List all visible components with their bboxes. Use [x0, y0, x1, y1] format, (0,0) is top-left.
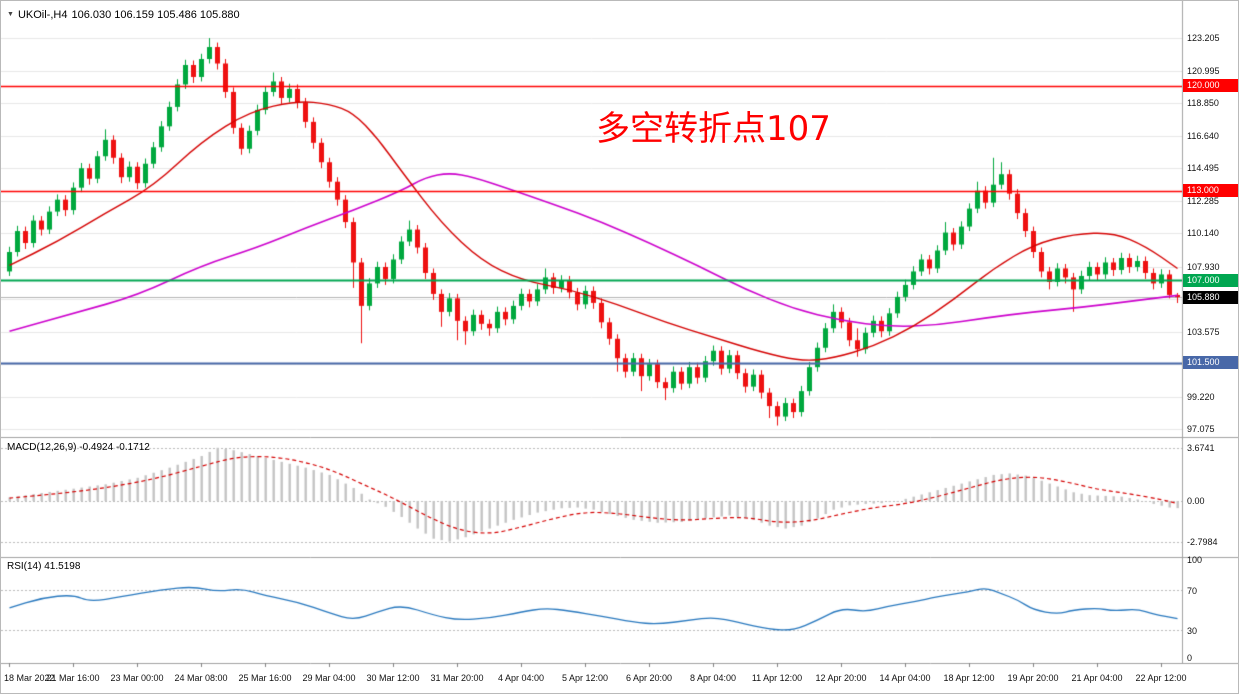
- price-axis-label: 99.220: [1187, 391, 1215, 402]
- price-axis-label: 110.140: [1187, 228, 1219, 239]
- rsi-axis-label: 30: [1187, 626, 1198, 637]
- time-axis-label: 31 Mar 20:00: [430, 673, 484, 683]
- ohlc-values-label: 106.030 106.159 105.486 105.880: [71, 9, 240, 21]
- price-axis-label: 107.930: [1187, 261, 1220, 272]
- rsi-axis-label: 70: [1187, 585, 1198, 596]
- time-axis-label: 24 Mar 08:00: [174, 673, 228, 683]
- annotation-text[interactable]: 多空转折点107: [596, 109, 831, 149]
- level-price-badge: 101.500: [1183, 356, 1238, 370]
- price-axis-label: 103.575: [1187, 326, 1220, 337]
- time-axis-label: 19 Apr 20:00: [1007, 673, 1059, 683]
- rsi-value: 41.5198: [44, 561, 81, 572]
- time-axis-label: 11 Apr 12:00: [751, 673, 803, 683]
- time-axis-label: 29 Mar 04:00: [302, 673, 356, 683]
- macd-axis-label: -2.7984: [1187, 536, 1218, 547]
- time-axis-label: 6 Apr 20:00: [625, 673, 673, 683]
- time-axis-label: 30 Mar 12:00: [366, 673, 420, 683]
- time-axis-label: 18 Apr 12:00: [943, 673, 995, 683]
- time-axis-label: 25 Mar 16:00: [238, 673, 292, 683]
- time-axis-label: 18 Mar 2022: [4, 673, 55, 683]
- time-axis-label: 22 Apr 12:00: [1135, 673, 1187, 683]
- price-axis-label: 123.205: [1187, 33, 1220, 43]
- time-axis-label: 21 Mar 16:00: [46, 673, 100, 683]
- chart-header: ▼ UKOil-,H4 106.030 106.159 105.486 105.88…: [7, 9, 244, 21]
- macd-axis-label: 3.6741: [1187, 442, 1215, 453]
- collapse-triangle-icon[interactable]: ▼: [7, 11, 14, 18]
- price-axis-label: 118.850: [1187, 98, 1219, 109]
- price-axis-label: 114.495: [1187, 163, 1219, 174]
- macd-values: -0.4924 -0.1712: [79, 442, 150, 453]
- price-axis-label: 120.995: [1187, 66, 1220, 77]
- level-price-badge: 120.000: [1183, 79, 1238, 93]
- macd-indicator-label: MACD(12,26,9) -0.4924 -0.1712: [7, 442, 150, 453]
- price-axis-label: 116.640: [1187, 131, 1219, 142]
- time-axis-label: 12 Apr 20:00: [815, 673, 867, 683]
- macd-name: MACD(12,26,9): [7, 442, 77, 453]
- symbol-period-label: UKOil-,H4: [17, 9, 68, 21]
- time-axis-label: 8 Apr 04:00: [689, 673, 737, 683]
- price-axis-label: 97.075: [1187, 423, 1215, 434]
- time-axis-label: 21 Apr 04:00: [1071, 673, 1123, 683]
- macd-axis-label: 0.00: [1187, 496, 1205, 506]
- time-axis-label: 23 Mar 00:00: [110, 673, 164, 683]
- price-axis-label: 112.285: [1187, 196, 1219, 207]
- time-axis-label: 4 Apr 04:00: [497, 673, 545, 683]
- time-axis-label: 5 Apr 12:00: [561, 673, 609, 683]
- level-price-badge: 107.000: [1183, 273, 1238, 287]
- rsi-axis-label: 100: [1187, 555, 1203, 565]
- rsi-axis-label: 0: [1187, 653, 1193, 663]
- time-axis-label: 14 Apr 04:00: [879, 673, 931, 683]
- rsi-name: RSI(14): [7, 561, 42, 572]
- rsi-indicator-label: RSI(14) 41.5198: [7, 561, 80, 572]
- current-price-badge: 105.880: [1183, 290, 1238, 304]
- level-price-badge: 113.000: [1183, 184, 1238, 198]
